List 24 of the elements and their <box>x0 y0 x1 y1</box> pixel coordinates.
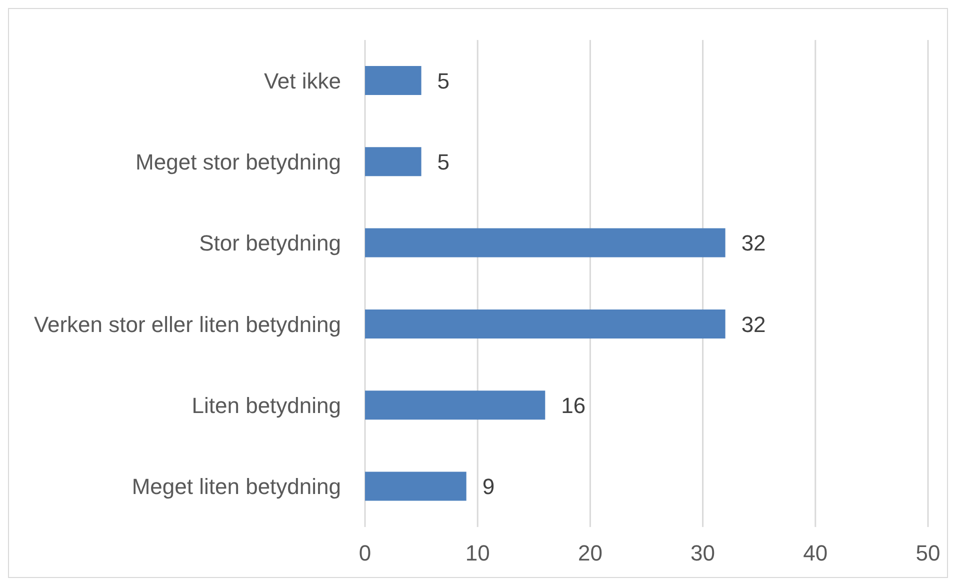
x-tick-label: 50 <box>916 540 940 566</box>
y-tick-label: Liten betydning <box>192 393 341 418</box>
y-tick-label: Meget stor betydning <box>136 150 341 175</box>
bar <box>365 309 726 338</box>
bar <box>365 147 422 176</box>
bar <box>365 66 422 95</box>
y-tick-label: Vet ikke <box>264 68 341 94</box>
y-tick-label: Verken stor eller liten betydning <box>34 312 341 337</box>
x-tick-label: 20 <box>578 540 602 566</box>
data-label: 32 <box>741 230 766 256</box>
y-tick-label: Meget liten betydning <box>132 474 341 500</box>
bar <box>365 390 546 420</box>
data-label: 16 <box>561 392 586 418</box>
data-label: 5 <box>437 68 450 94</box>
x-tick-label: 0 <box>358 540 372 566</box>
x-tick-label: 30 <box>690 540 716 566</box>
data-label: 9 <box>482 474 495 500</box>
x-tick-label: 40 <box>803 540 828 566</box>
data-label: 5 <box>437 149 450 174</box>
bar <box>365 228 726 258</box>
bar <box>365 472 466 501</box>
data-label: 32 <box>741 312 766 337</box>
x-tick-label: 10 <box>465 540 490 566</box>
y-tick-label: Stor betydning <box>199 230 341 256</box>
